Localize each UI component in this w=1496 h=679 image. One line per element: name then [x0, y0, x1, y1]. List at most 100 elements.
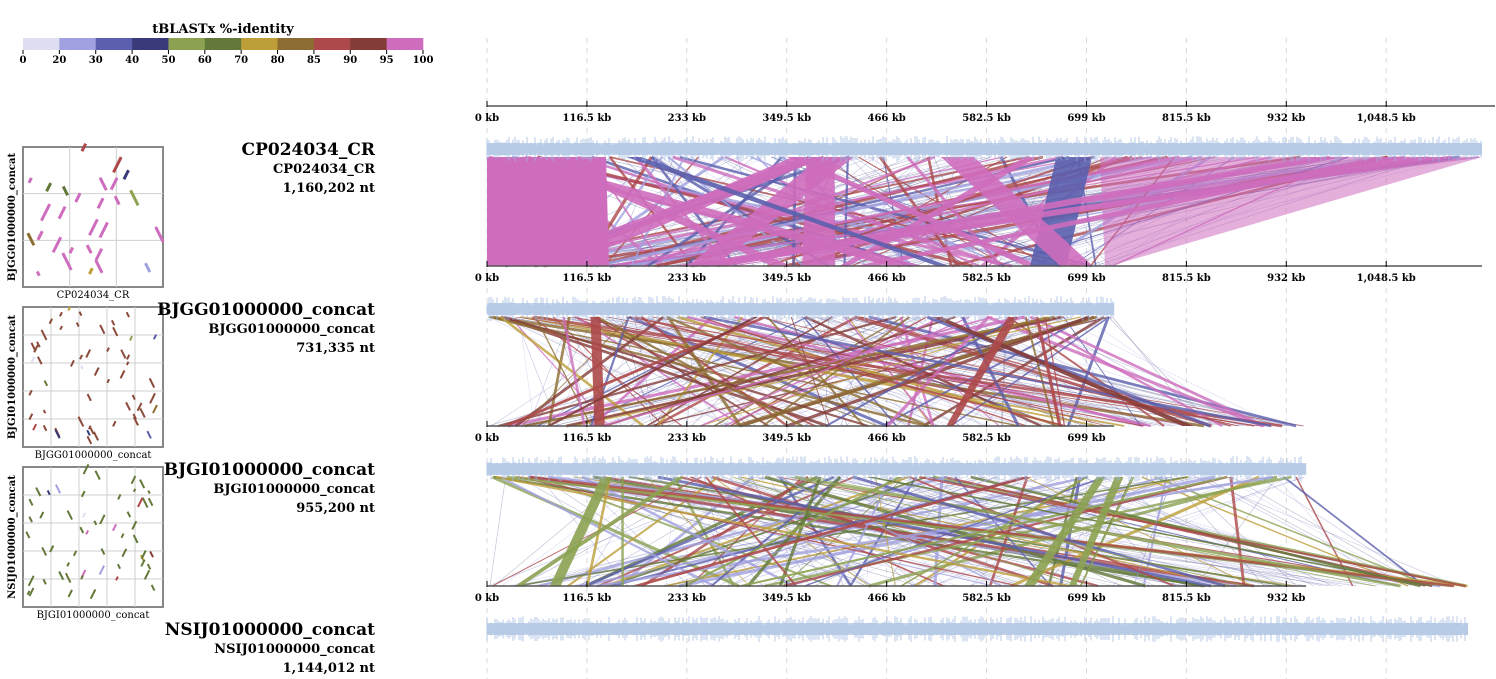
match-line — [604, 315, 956, 428]
match-line — [1010, 475, 1260, 588]
match-ribbon — [626, 157, 950, 266]
dotplot-hit — [51, 236, 63, 254]
dotplot-hit — [150, 584, 156, 591]
dotplot-1: CP024034_CR BJGG01000000_concat — [7, 142, 165, 301]
genome-length: 1,160,202 nt — [282, 181, 375, 196]
genome-title: NSIJ01000000_concat — [164, 620, 375, 640]
dotplot-hit — [143, 569, 151, 580]
match-line — [1229, 476, 1246, 587]
dotplot-hit — [45, 182, 53, 192]
legend-tick-label: 70 — [234, 55, 248, 66]
match-line — [1056, 316, 1279, 427]
dotplot-hit — [113, 195, 121, 206]
axis-tick-label: 116.5 kb — [563, 593, 612, 604]
match-line — [1195, 476, 1458, 587]
legend-swatch — [241, 38, 278, 50]
match-line — [679, 155, 1093, 268]
axis-tick-label: 582.5 kb — [962, 433, 1011, 444]
dotplot-hit — [40, 329, 48, 341]
axis-tick-label: 349.5 kb — [762, 273, 811, 284]
dotplot-hit — [115, 576, 119, 581]
dotplot-panels: CP024034_CRBJGG01000000_concatBJGG010000… — [7, 142, 165, 621]
match-line — [757, 476, 1274, 587]
axis-tick-label: 1,048.5 kb — [1357, 273, 1416, 284]
legend-swatch — [59, 38, 97, 50]
axis-tick-label: 466 kb — [868, 113, 906, 124]
dotplot-hit — [98, 221, 109, 239]
dotplot-hit — [70, 359, 75, 367]
dotplot-hit — [98, 565, 106, 575]
match-line — [677, 315, 1063, 428]
dotplot-hit — [140, 550, 147, 560]
match-line — [906, 476, 1328, 587]
axis-tick-label: 466 kb — [868, 273, 906, 284]
match-line — [1062, 476, 1177, 587]
legend-tick-label: 100 — [413, 55, 434, 66]
axis-2: 0 kb 116.5 kb 233 kb 349.5 kb 466 kb 582.5 kb… — [475, 261, 1482, 284]
dotplot-hit — [61, 185, 69, 196]
dotplot-hit — [144, 262, 152, 273]
axis-tick-label: 0 kb — [475, 113, 499, 124]
match-line — [547, 316, 752, 427]
dotplot-hit — [93, 367, 100, 376]
dotplot-frame — [22, 146, 164, 288]
genome-label-4: NSIJ01000000_concat NSIJ01000000_concat … — [115, 621, 375, 678]
match-line — [573, 316, 1082, 427]
match-line — [504, 315, 869, 428]
match-line — [601, 316, 993, 427]
dotplot-hit — [68, 246, 75, 254]
dotplot-hit — [32, 423, 38, 431]
genome-length: 955,200 nt — [296, 501, 375, 516]
comparison-3 — [487, 475, 1468, 588]
axis-tick-label: 699 kb — [1067, 593, 1105, 604]
match-line — [1119, 476, 1231, 587]
match-line — [860, 316, 1232, 427]
genome-label-3: BJGI01000000_concat BJGI01000000_concat … — [115, 461, 375, 518]
dotplot-hit — [98, 177, 108, 191]
identity-legend: tBLASTx %-identity 0 20 30 40 50 60 70 80 85 90 95… — [20, 22, 434, 66]
genome-label-2: BJGG01000000_concat BJGG01000000_concat … — [115, 301, 375, 358]
match-ribbon — [630, 477, 1033, 586]
dotplot-hit — [131, 520, 138, 530]
dotplot-hit — [28, 389, 33, 396]
axis-tick-label: 116.5 kb — [563, 273, 612, 284]
genome-track-1 — [486, 136, 1482, 162]
match-line — [595, 155, 1096, 268]
dotplot-xlabel: BJGG01000000_concat — [35, 450, 152, 461]
dotplot-2: BJGG01000000_concat BJGI01000000_concat — [7, 306, 164, 461]
genome-length: 1,144,012 nt — [282, 661, 375, 676]
match-line — [699, 316, 1045, 427]
axis-1: 0 kb 116.5 kb 233 kb 349.5 kb 466 kb 582.5 kb… — [475, 101, 1495, 124]
match-ribbon — [865, 477, 1435, 586]
match-line — [632, 476, 1390, 587]
match-line — [705, 476, 797, 587]
match-line — [933, 476, 1291, 587]
dotplot-hit — [86, 435, 93, 445]
dotplot-hit — [89, 589, 97, 600]
legend-tick-label: 0 — [20, 55, 27, 66]
match-line — [703, 315, 1272, 428]
legend-swatch — [168, 38, 206, 50]
dotplot-hit — [130, 475, 137, 485]
match-line — [1079, 476, 1135, 587]
axis-tick-label: 815.5 kb — [1162, 593, 1211, 604]
legend-tick-label: 85 — [307, 55, 321, 66]
dotplot-xlabel: CP024034_CR — [57, 290, 130, 301]
genome-title: CP024034_CR — [241, 140, 375, 160]
legend-title: tBLASTx %-identity — [152, 22, 294, 37]
track-coverage — [486, 456, 1306, 482]
dotplot-hit — [80, 142, 88, 152]
match-line — [716, 316, 1305, 427]
dotplot-hit — [59, 325, 63, 331]
legend-tick-label: 50 — [161, 55, 175, 66]
axis-tick-label: 932 kb — [1267, 273, 1305, 284]
legend-tick-label: 20 — [52, 55, 66, 66]
match-line — [836, 476, 893, 587]
axis-tick-label: 582.5 kb — [962, 113, 1011, 124]
dotplot-hit — [48, 318, 53, 325]
axis-tick-label: 932 kb — [1267, 113, 1305, 124]
legend-tick-label: 80 — [271, 55, 285, 66]
match-line — [1025, 476, 1254, 587]
dotplot-hit — [106, 378, 111, 384]
